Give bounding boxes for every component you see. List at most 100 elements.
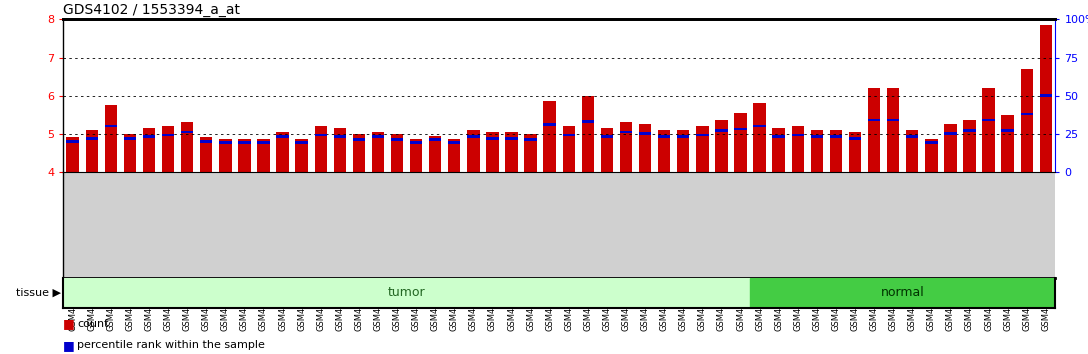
Bar — [505, 132, 518, 172]
Bar — [467, 130, 480, 172]
Bar — [219, 142, 232, 144]
Bar — [1040, 25, 1052, 172]
Bar — [849, 137, 862, 139]
Bar — [906, 135, 918, 138]
Bar — [925, 139, 938, 172]
Bar — [772, 128, 784, 172]
Bar — [658, 135, 670, 138]
Bar — [772, 135, 784, 138]
Bar — [868, 119, 880, 121]
Bar — [639, 124, 652, 172]
Bar — [1001, 129, 1014, 132]
Bar — [162, 126, 174, 172]
Bar — [334, 135, 346, 138]
Bar — [124, 137, 136, 139]
Bar — [200, 140, 212, 143]
Bar — [467, 135, 480, 138]
Bar — [601, 135, 614, 138]
Text: GDS4102 / 1553394_a_at: GDS4102 / 1553394_a_at — [63, 3, 240, 17]
Bar — [86, 137, 98, 139]
Bar — [677, 135, 690, 138]
Bar — [601, 128, 614, 172]
Bar — [982, 119, 994, 121]
Bar — [410, 142, 422, 144]
Bar — [296, 142, 308, 144]
Bar — [257, 139, 270, 172]
Bar — [906, 130, 918, 172]
Bar — [887, 88, 900, 172]
Bar — [868, 88, 880, 172]
Bar — [372, 135, 384, 138]
Bar — [1040, 94, 1052, 97]
Bar — [448, 139, 460, 172]
Bar — [887, 119, 900, 121]
Bar — [86, 130, 98, 172]
Bar — [1021, 113, 1033, 115]
Bar — [63, 278, 750, 308]
Bar — [238, 139, 250, 172]
Bar — [792, 126, 804, 172]
Bar — [505, 137, 518, 139]
Text: percentile rank within the sample: percentile rank within the sample — [77, 340, 265, 350]
Bar — [715, 129, 728, 132]
Bar — [620, 122, 632, 172]
Bar — [811, 130, 823, 172]
Bar — [353, 133, 366, 172]
Bar — [334, 128, 346, 172]
Bar — [104, 105, 118, 172]
Text: normal: normal — [881, 286, 925, 299]
Bar — [181, 122, 194, 172]
Bar — [162, 134, 174, 137]
Bar — [963, 129, 976, 132]
Bar — [353, 138, 366, 141]
Bar — [696, 126, 708, 172]
Bar — [219, 139, 232, 172]
Bar — [276, 132, 288, 172]
Bar — [257, 142, 270, 144]
Bar — [1001, 115, 1014, 172]
Bar — [391, 138, 404, 141]
Text: tissue ▶: tissue ▶ — [16, 288, 61, 298]
Bar — [448, 142, 460, 144]
Bar — [181, 131, 194, 133]
Bar — [544, 123, 556, 126]
Bar — [753, 103, 766, 172]
Bar — [639, 132, 652, 135]
Bar — [734, 113, 746, 172]
Bar — [830, 130, 842, 172]
Bar — [562, 134, 574, 137]
Bar — [811, 135, 823, 138]
Bar — [372, 132, 384, 172]
Bar — [696, 134, 708, 137]
Bar — [238, 142, 250, 144]
Bar — [143, 135, 156, 138]
Text: tumor: tumor — [387, 286, 425, 299]
Bar — [963, 120, 976, 172]
Bar — [200, 137, 212, 172]
Bar — [544, 101, 556, 172]
Bar — [982, 88, 994, 172]
Bar — [429, 136, 442, 172]
Bar — [753, 125, 766, 127]
Bar — [750, 278, 1055, 308]
Text: count: count — [77, 319, 109, 329]
Bar — [1021, 69, 1033, 172]
Bar — [276, 135, 288, 138]
Bar — [944, 132, 956, 135]
Bar — [66, 137, 78, 172]
Bar — [124, 133, 136, 172]
Bar — [524, 133, 536, 172]
Bar — [486, 137, 498, 139]
Bar — [314, 126, 326, 172]
Bar — [524, 138, 536, 141]
Text: ■: ■ — [63, 318, 75, 330]
Bar — [925, 142, 938, 144]
Text: ■: ■ — [63, 339, 75, 352]
Bar — [715, 120, 728, 172]
Bar — [792, 134, 804, 137]
Bar — [944, 124, 956, 172]
Bar — [314, 134, 326, 137]
Bar — [734, 128, 746, 130]
Bar — [296, 139, 308, 172]
Bar — [582, 120, 594, 123]
